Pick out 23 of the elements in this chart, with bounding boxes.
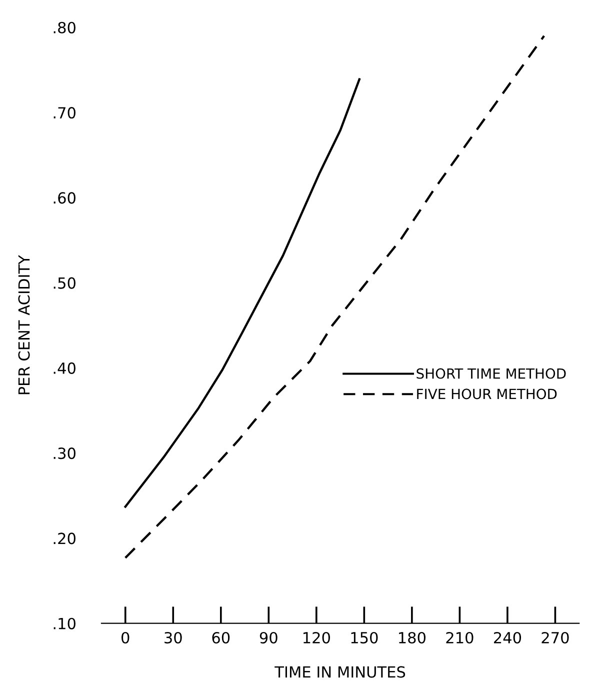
- y-tick-label: .50: [54, 277, 76, 289]
- y-tick-label: .30: [54, 448, 76, 460]
- x-tick-label: 30: [164, 632, 182, 644]
- legend-label: SHORT TIME METHOD: [416, 368, 566, 379]
- x-tick-label: 0: [122, 632, 130, 644]
- x-axis-title: TIME IN MINUTES: [274, 666, 406, 678]
- x-tick-label: 90: [260, 632, 278, 644]
- y-tick-label: .60: [54, 192, 76, 204]
- x-tick-label: 210: [446, 632, 474, 644]
- x-tick-label: 180: [399, 632, 426, 644]
- y-tick-label: .80: [54, 22, 76, 34]
- y-tick-label: .40: [54, 362, 76, 374]
- legend-label: FIVE HOUR METHOD: [417, 388, 557, 400]
- y-tick-label: .20: [54, 532, 76, 544]
- y-tick-label: .70: [54, 107, 76, 119]
- y-tick-label: .10: [54, 618, 76, 630]
- y-axis-title: PER CENT ACIDITY: [18, 255, 30, 394]
- line-series: [124, 78, 361, 508]
- x-tick-label: 120: [304, 632, 330, 644]
- x-tick-label: 150: [351, 632, 378, 644]
- x-tick-label: 60: [212, 632, 230, 644]
- x-tick-label: 240: [494, 632, 522, 644]
- x-tick-label: 270: [542, 632, 569, 644]
